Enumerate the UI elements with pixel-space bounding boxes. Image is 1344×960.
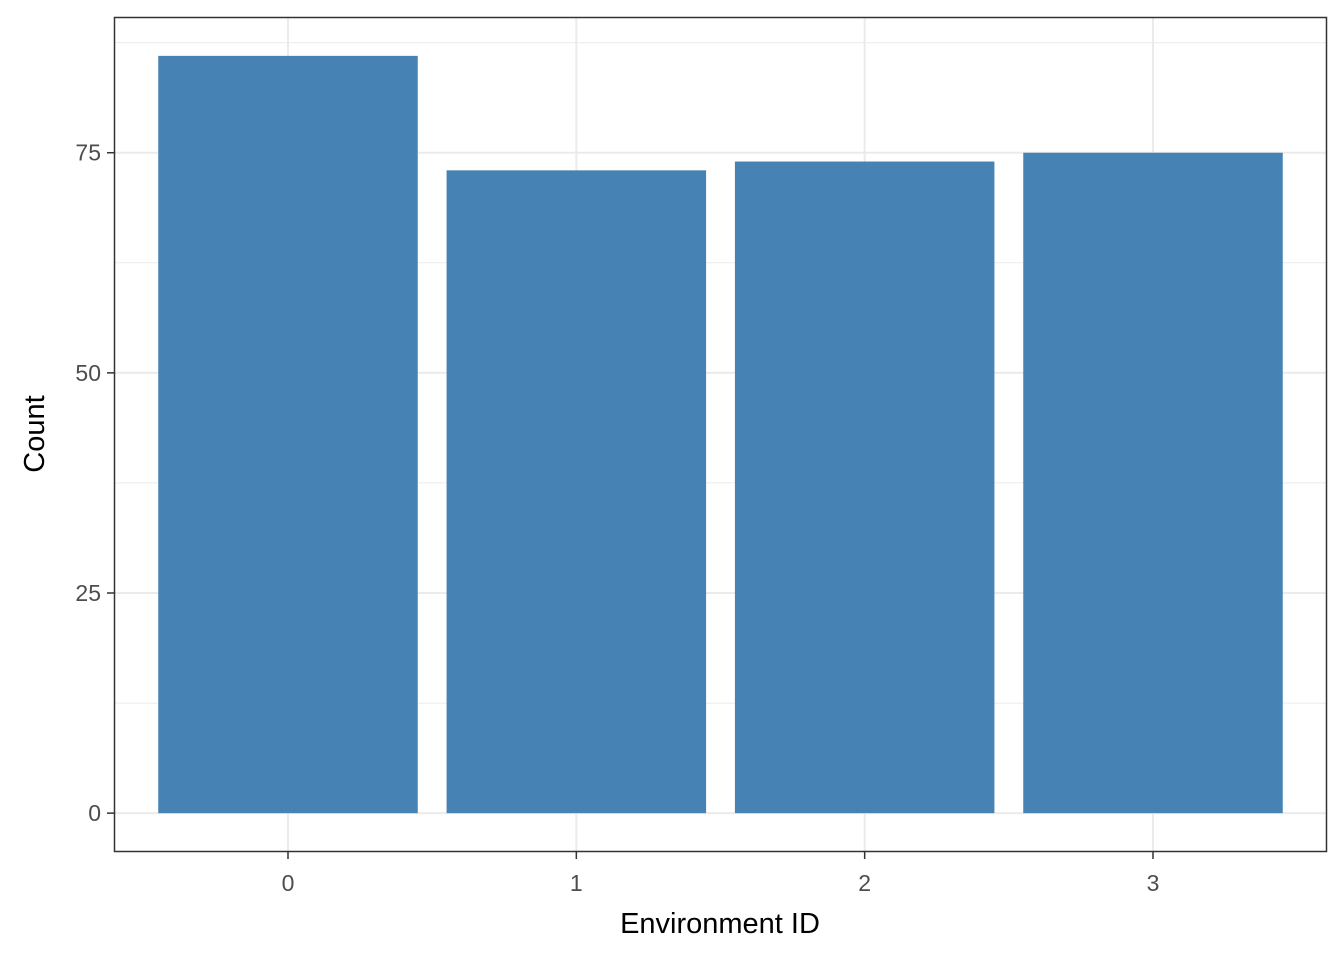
bar-3 bbox=[1023, 152, 1283, 814]
bar-2 bbox=[734, 161, 995, 814]
x-tick-label: 2 bbox=[858, 870, 871, 896]
y-axis: 0 25 50 75 bbox=[75, 140, 115, 826]
x-tick-label: 1 bbox=[570, 870, 583, 896]
y-tick-label: 25 bbox=[75, 580, 101, 606]
y-tick-label: 0 bbox=[88, 800, 101, 826]
y-tick-label: 75 bbox=[75, 140, 101, 166]
panel-border bbox=[113, 16, 1328, 853]
bar-1 bbox=[446, 170, 707, 814]
x-axis: 0 1 2 3 bbox=[282, 851, 1160, 896]
bars bbox=[158, 55, 1283, 814]
x-axis-title: Environment ID bbox=[620, 908, 820, 940]
x-tick-label: 0 bbox=[282, 870, 295, 896]
x-tick-label: 3 bbox=[1147, 870, 1160, 896]
bar-0 bbox=[158, 55, 418, 814]
y-axis-title: Count bbox=[19, 395, 51, 472]
y-tick-label: 50 bbox=[75, 360, 101, 386]
